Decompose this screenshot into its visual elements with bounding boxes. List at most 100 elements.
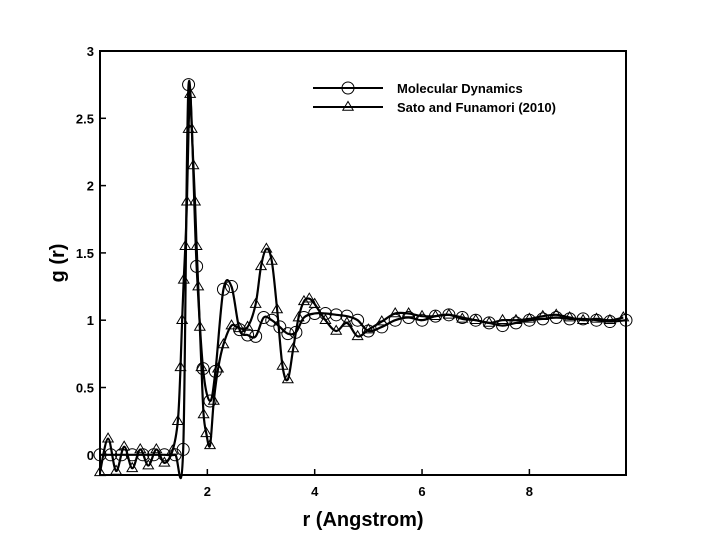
- data-point-sato-and-funamori-2010-6: [142, 459, 155, 470]
- data-point-sato-and-funamori-2010-25: [197, 407, 210, 419]
- data-point-molecular-dynamics-22: [281, 327, 295, 341]
- x-tick-label-2: 2: [204, 484, 211, 499]
- series-line-sato-and-funamori-2010: [98, 92, 624, 473]
- data-point-sato-and-funamori-2010-24: [195, 360, 208, 372]
- y-tick-label-2-5: 2.5: [76, 111, 94, 126]
- data-point-sato-and-funamori-2010-30: [217, 337, 230, 349]
- data-point-molecular-dynamics-41: [509, 316, 523, 330]
- data-point-sato-and-funamori-2010-1: [101, 432, 115, 443]
- data-point-sato-and-funamori-2010-68: [603, 313, 617, 325]
- legend-circle-marker: [341, 81, 355, 95]
- data-point-sato-and-funamori-2010-39: [276, 359, 289, 370]
- plot-frame: [99, 50, 627, 476]
- data-point-sato-and-funamori-2010-61: [509, 313, 523, 325]
- data-point-molecular-dynamics-29: [351, 313, 365, 327]
- data-point-sato-and-funamori-2010-53: [402, 306, 415, 318]
- y-tick-label-3: 3: [87, 44, 94, 59]
- data-point-sato-and-funamori-2010-12: [176, 313, 189, 325]
- data-point-sato-and-funamori-2010-28: [207, 394, 220, 405]
- data-point-sato-and-funamori-2010-33: [241, 320, 254, 331]
- data-point-sato-and-funamori-2010-51: [375, 315, 388, 326]
- data-point-sato-and-funamori-2010-44: [303, 292, 316, 303]
- data-point-sato-and-funamori-2010-32: [233, 321, 246, 333]
- legend-entry-sato-and-funamori: Sato and Funamori (2010): [313, 100, 556, 115]
- data-point-molecular-dynamics-17: [241, 328, 255, 342]
- data-point-sato-and-funamori-2010-57: [456, 312, 469, 323]
- data-point-molecular-dynamics-44: [549, 311, 563, 325]
- y-axis-title: g (r): [47, 244, 69, 283]
- data-point-sato-and-funamori-2010-58: [469, 313, 482, 325]
- series-layer: [93, 78, 633, 480]
- data-point-sato-and-funamori-2010-14: [179, 239, 192, 250]
- data-point-sato-and-funamori-2010-56: [442, 308, 455, 319]
- data-point-molecular-dynamics-33: [402, 311, 416, 325]
- legend-entry-molecular-dynamics: Molecular Dynamics: [313, 81, 523, 96]
- data-point-sato-and-funamori-2010-7: [150, 442, 163, 454]
- data-point-sato-and-funamori-2010-23: [193, 320, 206, 331]
- y-tick-label-0-5: 0.5: [76, 381, 94, 396]
- legend-label-molecular-dynamics: Molecular Dynamics: [397, 81, 523, 96]
- data-point-sato-and-funamori-2010-27: [203, 438, 217, 450]
- data-point-sato-and-funamori-2010-40: [281, 372, 294, 384]
- data-point-sato-and-funamori-2010-41: [287, 341, 300, 353]
- data-point-sato-and-funamori-2010-54: [415, 309, 429, 320]
- data-point-molecular-dynamics-12: [203, 394, 217, 408]
- data-point-sato-and-funamori-2010-31: [225, 319, 238, 330]
- data-point-sato-and-funamori-2010-48: [340, 316, 354, 327]
- data-point-sato-and-funamori-2010-17: [184, 87, 197, 98]
- data-point-sato-and-funamori-2010-62: [523, 312, 536, 323]
- data-point-sato-and-funamori-2010-50: [362, 323, 375, 334]
- legend-label-sato-and-funamori: Sato and Funamori (2010): [397, 100, 556, 115]
- data-point-sato-and-funamori-2010-63: [536, 309, 549, 320]
- data-point-sato-and-funamori-2010-65: [563, 311, 576, 322]
- data-point-sato-and-funamori-2010-9: [166, 444, 179, 455]
- data-point-sato-and-funamori-2010-59: [483, 316, 496, 327]
- x-tick-label-8: 8: [526, 484, 533, 499]
- data-point-sato-and-funamori-2010-36: [260, 242, 273, 253]
- data-point-molecular-dynamics-27: [329, 308, 343, 322]
- x-tick-label-6: 6: [418, 484, 425, 499]
- legend-triangle-marker: [341, 100, 355, 111]
- data-point-sato-and-funamori-2010-8: [158, 456, 171, 467]
- data-point-sato-and-funamori-2010-21: [190, 239, 203, 250]
- data-point-sato-and-funamori-2010-43: [297, 294, 311, 306]
- data-point-sato-and-funamori-2010-15: [180, 195, 194, 206]
- data-point-sato-and-funamori-2010-26: [200, 426, 213, 438]
- ticks-layer: 2 4 6 8 0 0.5 1 1.5 2 2.5 3: [76, 44, 533, 499]
- data-point-sato-and-funamori-2010-55: [429, 309, 442, 320]
- data-point-molecular-dynamics-14: [216, 282, 230, 296]
- data-point-sato-and-funamori-2010-47: [330, 324, 343, 335]
- data-point-sato-and-funamori-2010-22: [192, 280, 205, 291]
- data-point-sato-and-funamori-2010-67: [590, 312, 603, 323]
- data-point-molecular-dynamics-18: [249, 329, 263, 343]
- data-point-sato-and-funamori-2010-37: [265, 254, 278, 265]
- legend: Molecular Dynamics Sato and Funamori (20…: [313, 81, 556, 115]
- y-tick-label-0: 0: [87, 448, 94, 463]
- data-point-sato-and-funamori-2010-66: [576, 313, 590, 325]
- data-point-sato-and-funamori-2010-11: [174, 360, 187, 372]
- x-tick-label-4: 4: [311, 484, 319, 499]
- y-tick-label-2: 2: [87, 179, 94, 194]
- data-point-sato-and-funamori-2010-46: [319, 313, 332, 325]
- data-point-sato-and-funamori-2010-35: [254, 259, 268, 271]
- data-point-sato-and-funamori-2010-34: [249, 297, 262, 308]
- data-point-sato-and-funamori-2010-10: [171, 414, 184, 425]
- data-point-sato-and-funamori-2010-64: [550, 308, 563, 319]
- data-point-sato-and-funamori-2010-18: [185, 122, 198, 133]
- data-point-sato-and-funamori-2010-49: [351, 329, 364, 341]
- data-point-molecular-dynamics-43: [536, 312, 550, 326]
- data-point-sato-and-funamori-2010-20: [188, 195, 202, 206]
- data-point-molecular-dynamics-34: [415, 313, 429, 327]
- data-point-sato-and-funamori-2010-3: [118, 440, 131, 451]
- data-point-sato-and-funamori-2010-52: [389, 306, 402, 318]
- data-point-sato-and-funamori-2010-19: [187, 158, 200, 170]
- data-point-molecular-dynamics-15: [225, 280, 238, 294]
- data-point-sato-and-funamori-2010-60: [496, 313, 509, 325]
- data-point-sato-and-funamori-2010-13: [177, 273, 190, 284]
- x-axis-title: r (Angstrom): [302, 509, 423, 531]
- data-point-sato-and-funamori-2010-4: [126, 461, 139, 473]
- data-point-sato-and-funamori-2010-38: [271, 302, 284, 314]
- data-point-sato-and-funamori-2010-5: [134, 442, 147, 454]
- data-point-molecular-dynamics-8: [176, 442, 190, 456]
